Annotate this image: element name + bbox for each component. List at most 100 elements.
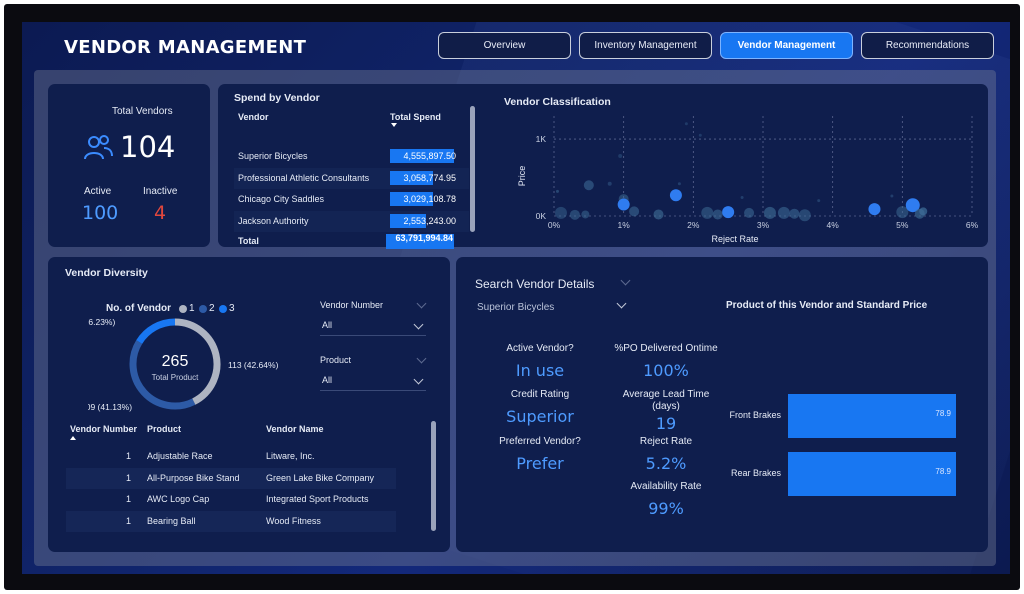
spend-scrollbar[interactable] xyxy=(470,106,475,232)
vendor-number-dropdown[interactable]: All xyxy=(322,320,333,330)
filter-divider xyxy=(320,390,426,391)
table-col-vendor-name[interactable]: Vendor Name xyxy=(266,424,324,434)
table-cell-vendor-name: Integrated Sport Products xyxy=(266,494,369,504)
donut-slice[interactable] xyxy=(136,318,176,344)
scatter-point[interactable] xyxy=(677,182,681,186)
spend-vendor-name: Superior Bicycles xyxy=(238,151,308,161)
reject-rate-value: 5.2% xyxy=(645,454,687,473)
donut-center-label: Total Product xyxy=(152,373,199,382)
scatter-point[interactable] xyxy=(763,206,776,219)
scatter-point[interactable] xyxy=(798,209,811,222)
spend-row[interactable]: Superior Bicycles 4,555,897.50 xyxy=(234,146,469,167)
table-cell-product: All-Purpose Bike Stand xyxy=(147,472,240,483)
spend-row[interactable]: Professional Athletic Consultants 3,058,7… xyxy=(234,167,469,189)
product-filter-label: Product xyxy=(320,355,352,365)
table-row[interactable]: 1 AWC Logo Cap Integrated Sport Products xyxy=(66,489,396,510)
scatter-point[interactable] xyxy=(868,203,881,216)
product-category-label: Front Brakes xyxy=(729,410,781,420)
scatter-point[interactable] xyxy=(583,180,594,191)
credit-rating-value: Superior xyxy=(506,407,574,426)
donut-slice-label: 109 (41.13%) xyxy=(88,402,132,412)
scatter-point[interactable] xyxy=(817,199,821,203)
vendor-search-dropdown[interactable]: Superior Bicycles xyxy=(477,302,555,313)
availability-rate-value: 99% xyxy=(648,499,684,518)
product-dropdown-chevron-icon[interactable] xyxy=(413,374,424,385)
spend-scrollbar-thumb[interactable] xyxy=(470,106,475,232)
spend-row[interactable]: Jackson Authority 2,553,243.00 xyxy=(234,210,469,232)
vendor-table-scrollbar[interactable] xyxy=(431,421,436,531)
inactive-label: Inactive xyxy=(143,186,178,197)
diversity-title: Vendor Diversity xyxy=(65,267,148,279)
spend-col-vendor[interactable]: Vendor xyxy=(238,112,269,122)
scatter-point[interactable] xyxy=(701,206,714,219)
scatter-point[interactable] xyxy=(629,206,640,217)
table-col-vendor-number[interactable]: Vendor Number xyxy=(70,424,138,434)
x-tick-label: 3% xyxy=(757,220,770,230)
scatter-point[interactable] xyxy=(569,209,580,220)
table-cell-vendor-number: 1 xyxy=(126,515,132,526)
scatter-point[interactable] xyxy=(919,207,928,216)
donut-slice[interactable] xyxy=(174,318,221,405)
ontime-label: %PO Delivered Ontime xyxy=(614,343,718,354)
x-tick-label: 1% xyxy=(618,220,631,230)
table-cell-vendor-number: 1 xyxy=(126,472,132,483)
nav-recommendations-button[interactable]: Recommendations xyxy=(861,32,994,59)
donut-center-value: 265 xyxy=(162,353,189,370)
vendor-number-dropdown-chevron-icon[interactable] xyxy=(413,319,424,330)
spend-vendor-name: Jackson Authority xyxy=(238,215,309,226)
vendor-number-clear-icon[interactable] xyxy=(416,298,427,309)
nav-overview-button[interactable]: Overview xyxy=(438,32,571,59)
product-clear-icon[interactable] xyxy=(416,353,427,364)
scatter-point[interactable] xyxy=(669,189,682,202)
total-vendors-card: Total Vendors 104 Active Inactive 100 4 xyxy=(48,84,210,247)
table-col-product[interactable]: Product xyxy=(147,424,182,434)
vendor-table-scrollbar-thumb[interactable] xyxy=(431,421,436,531)
table-row[interactable]: 1 Bearing Ball Wood Fitness xyxy=(66,510,396,532)
scatter-point[interactable] xyxy=(890,194,894,198)
scatter-point[interactable] xyxy=(722,206,735,219)
scatter-point[interactable] xyxy=(581,210,590,219)
scatter-point[interactable] xyxy=(905,198,920,213)
nav-inventory-button[interactable]: Inventory Management xyxy=(579,32,712,59)
product-price-bar[interactable]: 78.9 xyxy=(788,394,956,438)
scatter-point[interactable] xyxy=(789,208,800,219)
inactive-vendors-value: 4 xyxy=(154,202,167,224)
scatter-point[interactable] xyxy=(607,181,612,186)
table-row[interactable]: 1 All-Purpose Bike Stand Green Lake Bike C… xyxy=(66,467,396,489)
table-row[interactable]: 1 Adjustable Race Litware, Inc. xyxy=(66,446,396,467)
vendor-search-chevron-icon[interactable] xyxy=(616,298,627,309)
scatter-point[interactable] xyxy=(744,207,755,218)
scatter-point[interactable] xyxy=(684,122,688,126)
spend-total-bar xyxy=(386,234,454,249)
product-dropdown[interactable]: All xyxy=(322,375,333,385)
x-tick-label: 6% xyxy=(966,220,979,230)
donut-slice[interactable] xyxy=(129,340,196,410)
scatter-point[interactable] xyxy=(617,198,630,211)
legend-label[interactable]: 2 xyxy=(209,303,215,314)
legend-label[interactable]: 3 xyxy=(229,303,235,314)
sort-asc-icon xyxy=(70,436,76,440)
scatter-point[interactable] xyxy=(618,154,623,158)
scatter-point[interactable] xyxy=(712,209,723,220)
spend-total-value: 63,791,994.84 xyxy=(395,233,453,243)
table-cell-vendor-number: 1 xyxy=(126,451,132,461)
scatter-point[interactable] xyxy=(554,206,567,219)
nav-vendor-management-button[interactable]: Vendor Management xyxy=(720,32,853,59)
spend-col-total[interactable]: Total Spend xyxy=(390,112,441,122)
spend-total-row: Total 63,791,994.84 xyxy=(234,231,469,252)
scatter-point[interactable] xyxy=(698,133,702,137)
scatter-point[interactable] xyxy=(740,196,744,200)
donut-slice-label: 113 (42.64%) xyxy=(228,360,278,370)
y-tick-label: 1K xyxy=(536,134,547,144)
product-price-bar[interactable]: 78.9 xyxy=(788,452,956,496)
total-vendors-value: 104 xyxy=(120,130,176,164)
vendor-search-clear-icon[interactable] xyxy=(620,275,631,286)
scatter-point[interactable] xyxy=(777,206,790,219)
scatter-point[interactable] xyxy=(896,206,909,219)
scatter-point[interactable] xyxy=(555,189,559,193)
legend-label[interactable]: 1 xyxy=(189,303,195,314)
scatter-point[interactable] xyxy=(653,209,664,220)
spend-row[interactable]: Chicago City Saddles 3,029,108.78 xyxy=(234,189,469,210)
active-label: Active xyxy=(84,186,112,197)
spend-bar xyxy=(390,170,433,185)
